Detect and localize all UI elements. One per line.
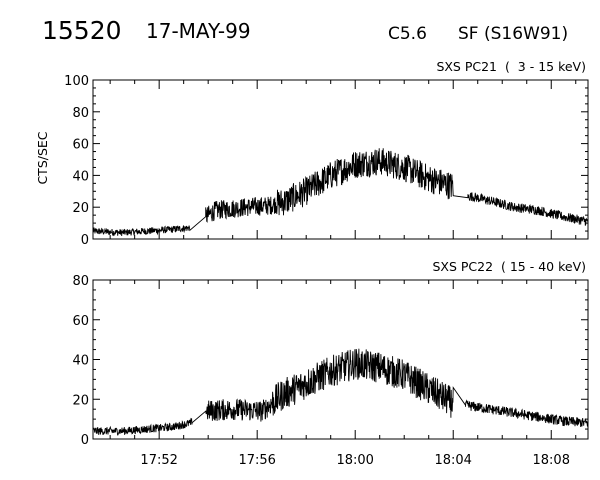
panel-top-ytick-label: 20	[72, 201, 89, 216]
panel-bottom-marks: 0 20 40 60 80 17:52 17:56 18:00 18:04 18:08	[72, 274, 589, 468]
event-id: 15520	[42, 16, 122, 45]
panel-bottom-ytick-label: 60	[72, 314, 89, 329]
panel-bottom-channel-label: SXS PC22 ( 15 - 40 keV)	[432, 259, 586, 274]
panel-top-marks: 0 20 40 60 80 100	[64, 74, 589, 248]
panel-bottom-ytick-label: 40	[72, 354, 89, 369]
panel-top: SXS PC21 ( 3 - 15 keV) CTS/SEC 0 20 40 60 80…	[35, 59, 589, 248]
panel-top-ytick-label: 100	[64, 74, 89, 89]
panel-top-frame	[92, 79, 589, 240]
goes-class: C5.6	[388, 24, 427, 44]
panel-top-channel-label: SXS PC21 ( 3 - 15 keV)	[436, 59, 586, 74]
xtick-label: 17:52	[140, 453, 177, 468]
panel-top-ytick-label: 60	[72, 138, 89, 153]
panel-top-series-line	[92, 148, 589, 237]
panel-top-ylabel: CTS/SEC	[35, 131, 50, 184]
flare-info: SF (S16W91)	[458, 24, 568, 44]
panel-top-ytick-label: 80	[72, 106, 89, 121]
panel-top-ytick-label: 0	[81, 233, 89, 248]
panel-bottom-ytick-label: 20	[72, 393, 89, 408]
panel-top-ytick-label: 40	[72, 169, 89, 184]
xtick-label: 18:04	[434, 453, 471, 468]
xtick-label: 18:00	[336, 453, 373, 468]
xtick-label: 18:08	[533, 453, 570, 468]
xtick-label: 17:56	[238, 453, 275, 468]
panel-bottom-ytick-label: 0	[81, 433, 89, 448]
panel-bottom: SXS PC22 ( 15 - 40 keV) 0 20 40 60 80 17:52 17…	[72, 259, 589, 468]
panel-bottom-series-line	[92, 348, 589, 436]
event-date: 17-MAY-99	[146, 19, 251, 43]
panel-bottom-ytick-label: 80	[72, 274, 89, 289]
